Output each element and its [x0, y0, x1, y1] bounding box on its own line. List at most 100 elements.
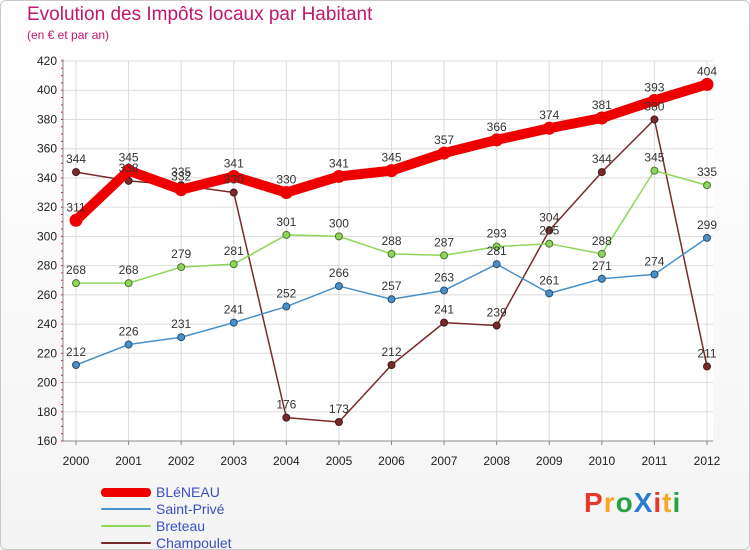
- data-point: [334, 418, 343, 426]
- data-point: [227, 169, 241, 183]
- data-label: 380: [644, 99, 664, 113]
- data-label: 241: [224, 303, 244, 317]
- data-label: 268: [66, 263, 86, 277]
- y-tick-label: 240: [37, 317, 57, 331]
- data-point: [385, 164, 398, 178]
- data-label: 212: [381, 345, 401, 359]
- data-label: 263: [434, 270, 454, 284]
- proxiti-logo: ProXiti: [584, 487, 681, 519]
- legend-item: Saint-Privé: [101, 501, 321, 518]
- y-tick-label: 200: [37, 376, 57, 390]
- data-point: [597, 168, 606, 177]
- x-tick-label: 2011: [642, 454, 668, 468]
- data-point: [595, 111, 609, 125]
- data-point: [229, 318, 238, 327]
- x-tick-label: 2008: [483, 454, 510, 468]
- legend-swatch: [101, 525, 151, 527]
- logo-letter: i: [653, 487, 663, 518]
- data-point: [542, 121, 556, 135]
- legend-item: Champoulet: [101, 535, 321, 550]
- data-label: 211: [697, 346, 716, 360]
- data-label: 345: [119, 151, 139, 165]
- x-tick-label: 2012: [694, 454, 721, 468]
- data-label: 252: [276, 287, 296, 301]
- data-point: [282, 302, 291, 311]
- data-point: [332, 169, 346, 183]
- data-point: [597, 274, 606, 283]
- x-tick-label: 2009: [536, 454, 563, 468]
- data-label: 345: [644, 151, 664, 165]
- x-tick-label: 2000: [63, 454, 90, 468]
- data-point: [492, 242, 501, 251]
- y-tick-label: 220: [37, 346, 57, 360]
- data-point: [72, 168, 80, 177]
- data-label: 311: [66, 200, 85, 214]
- data-label: 374: [539, 108, 559, 122]
- data-label: 341: [329, 156, 349, 170]
- data-point: [440, 286, 449, 295]
- data-point: [437, 146, 451, 160]
- data-label: 393: [644, 80, 664, 94]
- y-tick-label: 400: [37, 83, 57, 97]
- plot-area: [63, 61, 713, 441]
- data-label: 330: [276, 173, 296, 187]
- data-label: 366: [487, 120, 507, 134]
- data-label: 330: [224, 173, 244, 187]
- logo-letter: t: [662, 487, 673, 518]
- data-point: [650, 115, 659, 124]
- y-tick-label: 160: [37, 434, 57, 448]
- chart-title: Evolution des Impôts locaux par Habitant: [27, 4, 373, 25]
- data-label: 404: [697, 64, 717, 78]
- data-label: 338: [119, 161, 139, 175]
- axes: 160 180 200 220 240 260 280 300 320 340 360 380 400 4…: [37, 54, 721, 468]
- data-label: 287: [434, 235, 454, 249]
- y-tick-label: 360: [37, 142, 57, 156]
- data-label: 261: [539, 273, 559, 287]
- legend-swatch: [101, 487, 151, 497]
- data-point: [124, 340, 133, 349]
- data-label: 239: [487, 306, 507, 320]
- data-point: [334, 282, 343, 291]
- data-label: 257: [381, 279, 401, 293]
- legend-label: Champoulet: [156, 535, 232, 550]
- data-labels: 344 338 335 330 176 173 212 241 239 304 344 380 211 2…: [66, 64, 717, 416]
- logo-letter: o: [615, 487, 634, 518]
- data-point: [122, 164, 136, 178]
- data-label: 332: [171, 170, 191, 184]
- data-label: 274: [644, 254, 664, 268]
- grid: [63, 60, 713, 442]
- x-tick-label: 2010: [588, 454, 615, 468]
- data-label: 341: [224, 156, 244, 170]
- data-point: [492, 260, 501, 269]
- data-label: 241: [434, 303, 454, 317]
- data-point: [597, 249, 606, 258]
- data-label: 281: [487, 244, 507, 258]
- y-tick-label: 340: [37, 171, 57, 185]
- data-label: 288: [592, 234, 612, 248]
- legend-item: BLéNEAU: [101, 484, 321, 501]
- data-label: 344: [66, 152, 86, 166]
- series-lines: [69, 77, 714, 426]
- data-label: 300: [329, 216, 349, 230]
- data-point: [177, 263, 186, 272]
- data-point: [124, 279, 133, 288]
- data-point: [650, 166, 659, 175]
- data-label: 231: [171, 317, 191, 331]
- data-point: [650, 270, 659, 279]
- data-point: [440, 251, 449, 260]
- x-tick-label: 2007: [431, 454, 458, 468]
- data-point: [387, 249, 396, 258]
- logo-letter: r: [603, 487, 616, 518]
- data-label: 304: [539, 211, 559, 225]
- data-label: 271: [592, 259, 612, 273]
- legend-swatch: [101, 542, 151, 544]
- data-label: 212: [66, 345, 86, 359]
- data-point: [334, 232, 343, 241]
- y-tick-label: 260: [37, 288, 57, 302]
- data-point: [174, 183, 188, 197]
- data-label: 299: [697, 218, 717, 232]
- x-tick-label: 2006: [378, 454, 405, 468]
- data-point: [492, 321, 501, 330]
- data-point: [282, 413, 291, 422]
- y-tick-label: 300: [37, 229, 57, 243]
